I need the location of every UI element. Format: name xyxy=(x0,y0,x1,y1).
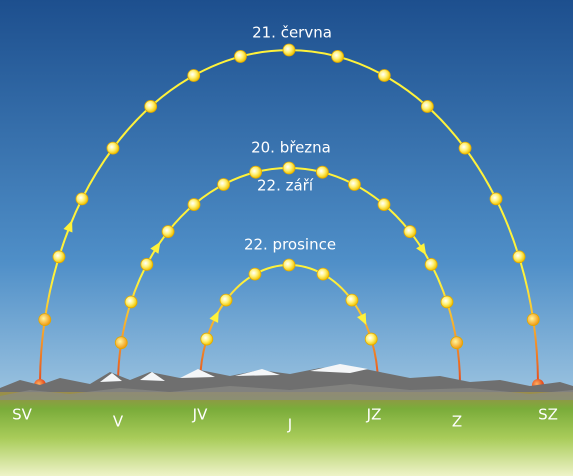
arc-label: 21. června xyxy=(252,24,332,42)
sun xyxy=(145,100,157,112)
sun xyxy=(317,268,329,280)
sun xyxy=(249,268,261,280)
sun xyxy=(53,251,65,263)
direction-label: J xyxy=(287,416,292,434)
direction-label: SZ xyxy=(538,406,558,424)
sun xyxy=(201,333,213,345)
sun xyxy=(378,70,390,82)
sun xyxy=(451,337,463,349)
sun xyxy=(316,166,328,178)
sun xyxy=(527,314,539,326)
sun xyxy=(348,179,360,191)
arc-label: 20. března xyxy=(251,139,331,157)
sun xyxy=(218,179,230,191)
direction-label: JZ xyxy=(366,406,382,424)
sun xyxy=(188,70,200,82)
sun-path-diagram: 21. června 20. března 22. září 22. prosi… xyxy=(0,0,573,476)
sun xyxy=(125,296,137,308)
sun xyxy=(283,44,295,56)
sun xyxy=(421,100,433,112)
sun xyxy=(107,142,119,154)
sun xyxy=(234,50,246,62)
direction-label: V xyxy=(113,413,124,431)
sun xyxy=(220,294,232,306)
sun xyxy=(188,199,200,211)
direction-label: Z xyxy=(452,413,462,431)
direction-label: JV xyxy=(192,406,208,424)
sun xyxy=(332,50,344,62)
sun xyxy=(141,258,153,270)
sun xyxy=(441,296,453,308)
sun xyxy=(346,294,358,306)
sun xyxy=(39,314,51,326)
sun xyxy=(115,337,127,349)
sun xyxy=(365,333,377,345)
arc-label: 22. září xyxy=(257,177,314,195)
sun xyxy=(378,199,390,211)
sun xyxy=(283,162,295,174)
sun xyxy=(162,226,174,238)
sun xyxy=(283,259,295,271)
sun xyxy=(490,193,502,205)
arc-label: 22. prosince xyxy=(244,236,336,254)
sun xyxy=(425,258,437,270)
sun xyxy=(404,226,416,238)
ground xyxy=(0,392,573,476)
sun xyxy=(459,142,471,154)
direction-label: SV xyxy=(12,406,33,424)
sun xyxy=(513,251,525,263)
sun xyxy=(76,193,88,205)
